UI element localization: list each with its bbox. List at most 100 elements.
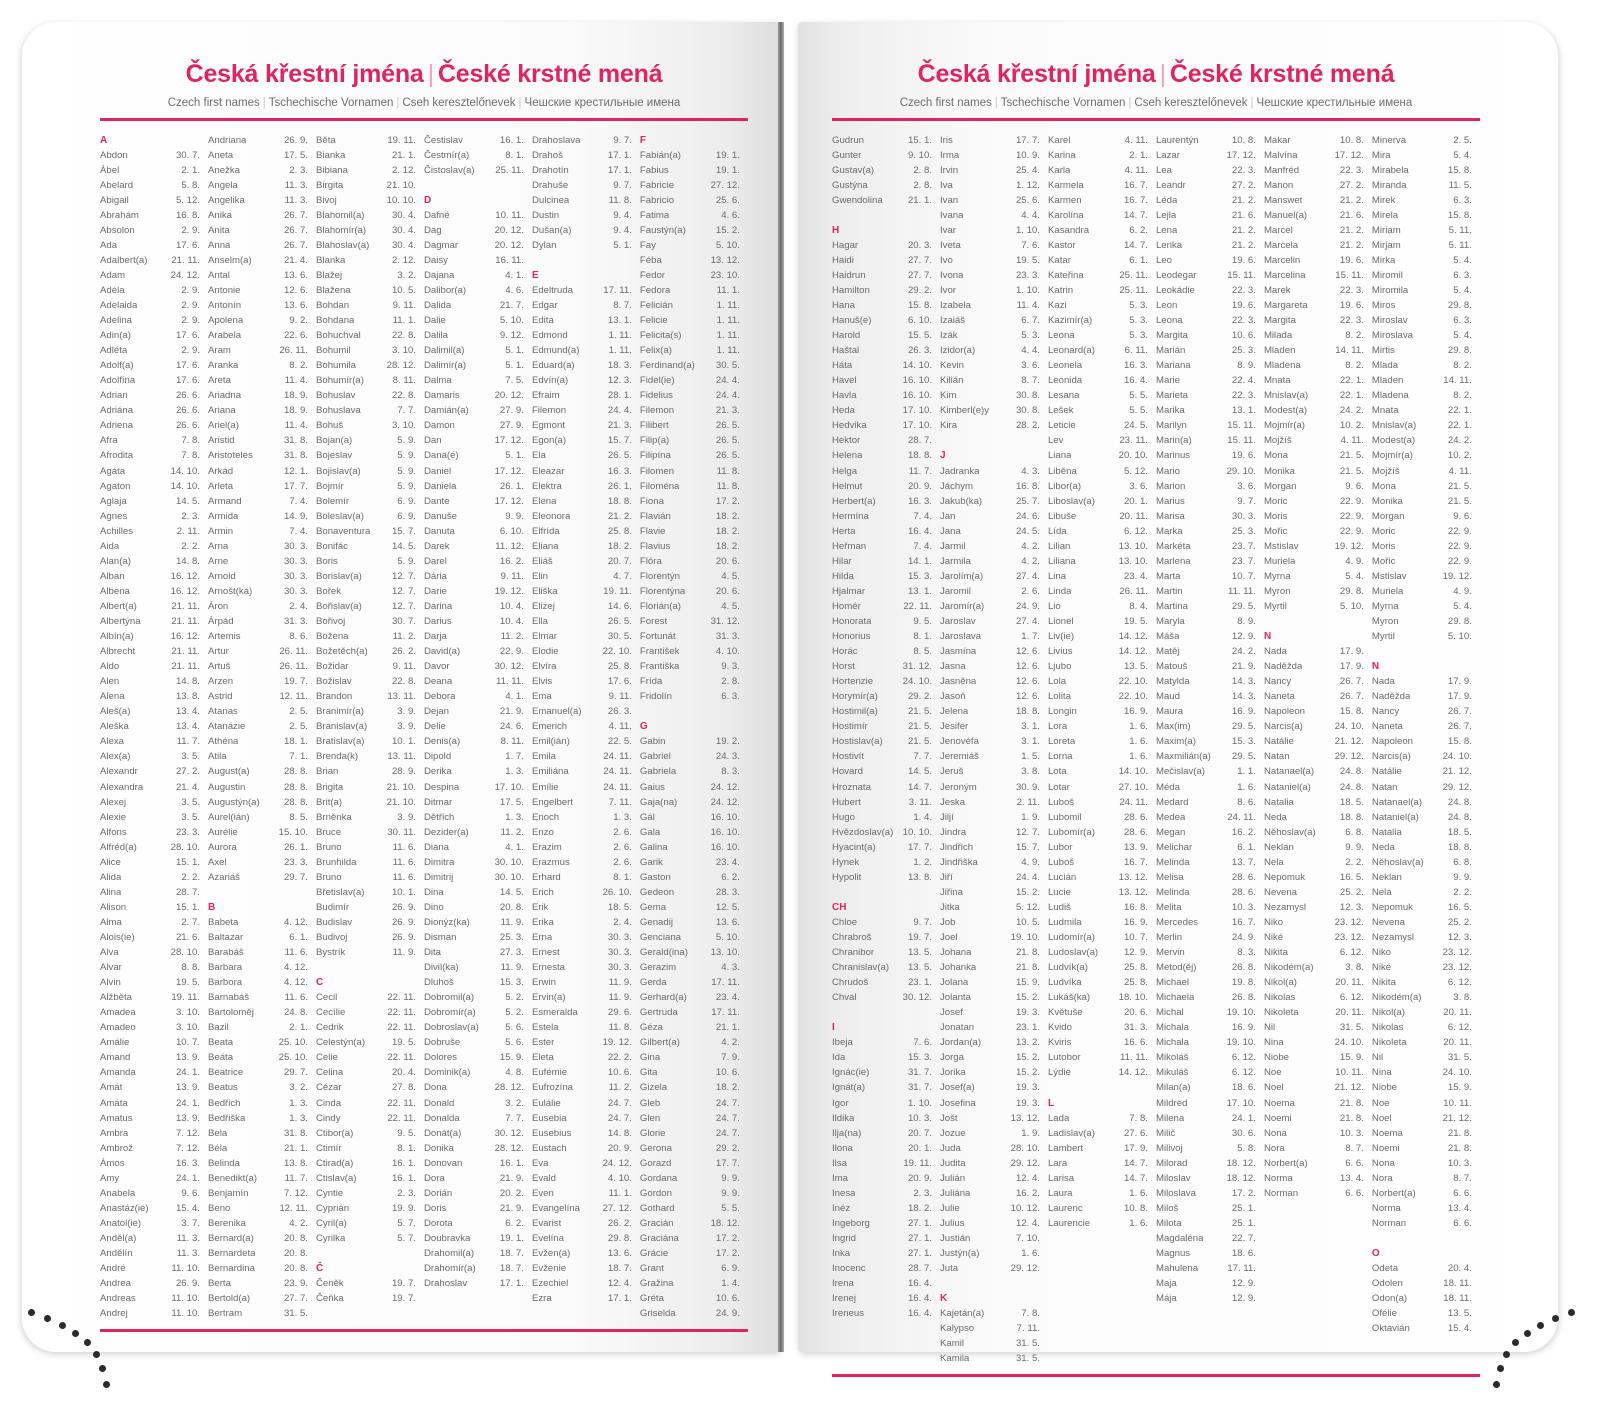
name-date: 23. 4. bbox=[1123, 570, 1148, 582]
name-label: Inocenc bbox=[832, 1263, 866, 1275]
name-entry: Miroslav 6. 3. bbox=[1372, 313, 1472, 328]
name-date: 8. 8. bbox=[181, 962, 200, 974]
name-entry: Kalypso 7. 11. bbox=[940, 1321, 1040, 1336]
name-label: Manswet bbox=[1263, 194, 1303, 206]
name-date: 12. 6. bbox=[1015, 661, 1040, 673]
name-entry: Alma 2. 7. bbox=[100, 915, 200, 930]
name-date: 14. 7. bbox=[907, 781, 932, 793]
name-entry: Čestislav 16. 1. bbox=[424, 133, 524, 148]
name-label: Miloslav bbox=[1155, 1172, 1191, 1184]
name-date: 21. 1. bbox=[283, 1142, 308, 1154]
name-date: 19. 11. bbox=[171, 992, 200, 1004]
name-label: Modest(a) bbox=[1371, 435, 1416, 447]
name-entry: Ernesta 30. 3. bbox=[532, 960, 632, 975]
name-label: Drahoš bbox=[531, 149, 563, 161]
name-entry: Agnes 2. 3. bbox=[100, 509, 200, 524]
name-entry: Helena 18. 8. bbox=[832, 448, 932, 463]
name-entry: Ada 17. 6. bbox=[100, 238, 200, 253]
name-date: 31. 7. bbox=[907, 1067, 932, 1079]
name-label: Jaroslava bbox=[939, 631, 982, 643]
name-label: Nikodém(a) bbox=[1371, 992, 1422, 1004]
name-label: Brenda(k) bbox=[315, 751, 359, 763]
name-label: Květuše bbox=[1047, 1007, 1083, 1019]
name-date: 15. 11. bbox=[1335, 269, 1364, 281]
name-label: Bonaventura bbox=[315, 525, 371, 537]
name-date: 6. 12. bbox=[1231, 1052, 1256, 1064]
name-label: Ema bbox=[531, 691, 552, 703]
name-entry: Bořislav(a) 12. 7. bbox=[316, 599, 416, 614]
name-entry: Liběna 5. 12. bbox=[1048, 464, 1148, 479]
name-date: 7. 4. bbox=[289, 495, 308, 507]
name-label: Flavie bbox=[639, 525, 666, 537]
name-entry: Andělín 11. 3. bbox=[100, 1246, 200, 1261]
name-label: Branislav(a) bbox=[315, 721, 368, 733]
name-date: 21. 2. bbox=[1339, 224, 1364, 236]
name-date: 11. 10. bbox=[171, 1293, 200, 1305]
name-label: Horymír(a) bbox=[832, 691, 878, 703]
name-date: 22. 3. bbox=[1231, 390, 1256, 402]
name-date: 28. 10. bbox=[170, 841, 200, 853]
name-entry: Filomen 11. 8. bbox=[640, 464, 740, 479]
name-date: 16. 8. bbox=[175, 209, 200, 221]
name-date: 22. 8. bbox=[391, 330, 416, 342]
name-date: 3. 1. bbox=[1021, 736, 1040, 748]
name-label: Ljubo bbox=[1047, 661, 1072, 673]
name-entry: Oktavián 15. 4. bbox=[1372, 1321, 1472, 1336]
name-label: Amanda bbox=[100, 1067, 136, 1079]
name-label: Armida bbox=[207, 510, 239, 522]
name-date: 15. 4. bbox=[1447, 1323, 1472, 1335]
name-entry: Marián 25. 3. bbox=[1156, 343, 1256, 358]
name-label: Miloš bbox=[1155, 1202, 1179, 1214]
name-date: 27. 3. bbox=[499, 947, 524, 959]
name-entry: Leticie 24. 5. bbox=[1048, 418, 1148, 433]
name-date: 10. 5. bbox=[391, 284, 416, 296]
name-label: Artemis bbox=[207, 631, 241, 643]
name-date: 26. 2. bbox=[391, 646, 416, 658]
name-label: Adin(a) bbox=[100, 330, 131, 342]
name-label: Armand bbox=[207, 495, 242, 507]
name-date: 24. 7. bbox=[607, 1097, 632, 1109]
name-date: 22. 9. bbox=[1447, 555, 1472, 567]
name-date: 20. 3. bbox=[907, 239, 932, 251]
name-label: Libuše bbox=[1047, 510, 1077, 522]
name-entry: Dalila 9. 12. bbox=[424, 328, 524, 343]
name-label: Jaromil bbox=[939, 585, 971, 597]
name-entry: Elvíra 25. 8. bbox=[532, 659, 632, 674]
name-entry: Hilar 14. 1. bbox=[832, 554, 932, 569]
name-entry: Eliana 18. 2. bbox=[532, 539, 632, 554]
name-entry: Kasandra 6. 2. bbox=[1048, 223, 1148, 238]
name-label: Anatol(ie) bbox=[100, 1217, 142, 1229]
name-entry: Dimitrij 30. 10. bbox=[424, 870, 524, 885]
name-label: Alexej bbox=[100, 796, 127, 808]
name-entry: Milan(a) 18. 6. bbox=[1156, 1080, 1256, 1095]
name-label: Adéla bbox=[100, 284, 125, 296]
name-date: 3. 11. bbox=[908, 796, 932, 808]
name-label: Filipína bbox=[639, 450, 671, 462]
name-label: Margita bbox=[1263, 315, 1296, 327]
name-date: 5. 6. bbox=[505, 1037, 524, 1049]
name-date: 22. 11. bbox=[387, 1007, 416, 1019]
name-entry: Cinda 22. 11. bbox=[316, 1096, 416, 1111]
name-entry: Natálie 21. 12. bbox=[1372, 764, 1472, 779]
name-date: 14. 10. bbox=[902, 360, 932, 372]
name-date: 18. 7. bbox=[607, 1263, 632, 1275]
name-entry: Eufrozína 11. 2. bbox=[532, 1080, 632, 1095]
name-date: 21. 10. bbox=[386, 179, 416, 191]
name-label: Darina bbox=[423, 600, 453, 612]
name-label: Beáta bbox=[207, 1052, 234, 1064]
name-date: 14. 10. bbox=[170, 480, 200, 492]
name-label: Lukáš(ka) bbox=[1047, 992, 1091, 1004]
name-label: Josef(a) bbox=[939, 1082, 975, 1094]
name-label: Bohdan bbox=[315, 300, 350, 312]
name-label: Eliška bbox=[531, 585, 558, 597]
name-entry: Jasněna 12. 6. bbox=[940, 674, 1040, 689]
name-label: Herbert(a) bbox=[832, 495, 876, 507]
name-entry: Horác 8. 5. bbox=[832, 644, 932, 659]
name-date: 17. 11. bbox=[711, 977, 740, 989]
name-label: Genadij bbox=[639, 916, 673, 928]
name-label: Anděl(a) bbox=[100, 1232, 137, 1244]
name-label: Gaja(na) bbox=[639, 796, 678, 808]
subtitle-sep-1: | bbox=[262, 97, 266, 109]
name-label: Lionel bbox=[1047, 616, 1074, 627]
name-entry: Herbert(a) 16. 3. bbox=[832, 494, 932, 509]
